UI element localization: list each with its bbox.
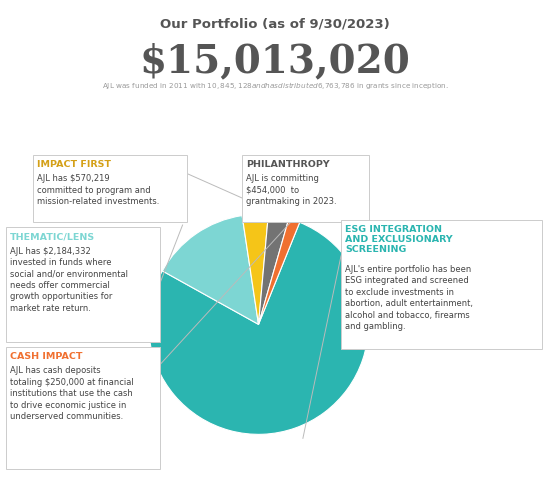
Text: ESG INTEGRATION
AND EXCLUSIONARY
SCREENING: ESG INTEGRATION AND EXCLUSIONARY SCREENI… (345, 225, 453, 254)
Wedge shape (242, 215, 268, 324)
Text: PHILANTHROPY: PHILANTHROPY (246, 160, 330, 169)
Text: IMPACT FIRST: IMPACT FIRST (37, 160, 112, 169)
Wedge shape (162, 216, 258, 324)
Text: AJL's entire portfolio has been
ESG integrated and screened
to exclude investmen: AJL's entire portfolio has been ESG inte… (345, 265, 474, 331)
Text: AJL has cash deposits
totaling $250,000 at financial
institutions that use the c: AJL has cash deposits totaling $250,000 … (10, 366, 134, 421)
Text: AJL has $570,219
committed to program and
mission-related investments.: AJL has $570,219 committed to program an… (37, 174, 160, 206)
Text: AJL was funded in 2011 with $10,845,128 and has distributed $6,763,786 in grants: AJL was funded in 2011 with $10,845,128 … (102, 80, 448, 91)
Text: AJL has $2,184,332
invested in funds where
social and/or environmental
needs off: AJL has $2,184,332 invested in funds whe… (10, 247, 128, 313)
Text: $15,013,020: $15,013,020 (140, 42, 410, 80)
Text: AJL is committing
$454,000  to
grantmaking in 2023.: AJL is committing $454,000 to grantmakin… (246, 174, 337, 206)
Text: THEMATIC/LENS: THEMATIC/LENS (10, 232, 95, 241)
Text: Our Portfolio (as of 9/30/2023): Our Portfolio (as of 9/30/2023) (160, 17, 390, 30)
Text: CASH IMPACT: CASH IMPACT (10, 352, 82, 361)
Wedge shape (258, 215, 289, 324)
Wedge shape (258, 219, 300, 324)
Wedge shape (148, 223, 368, 434)
